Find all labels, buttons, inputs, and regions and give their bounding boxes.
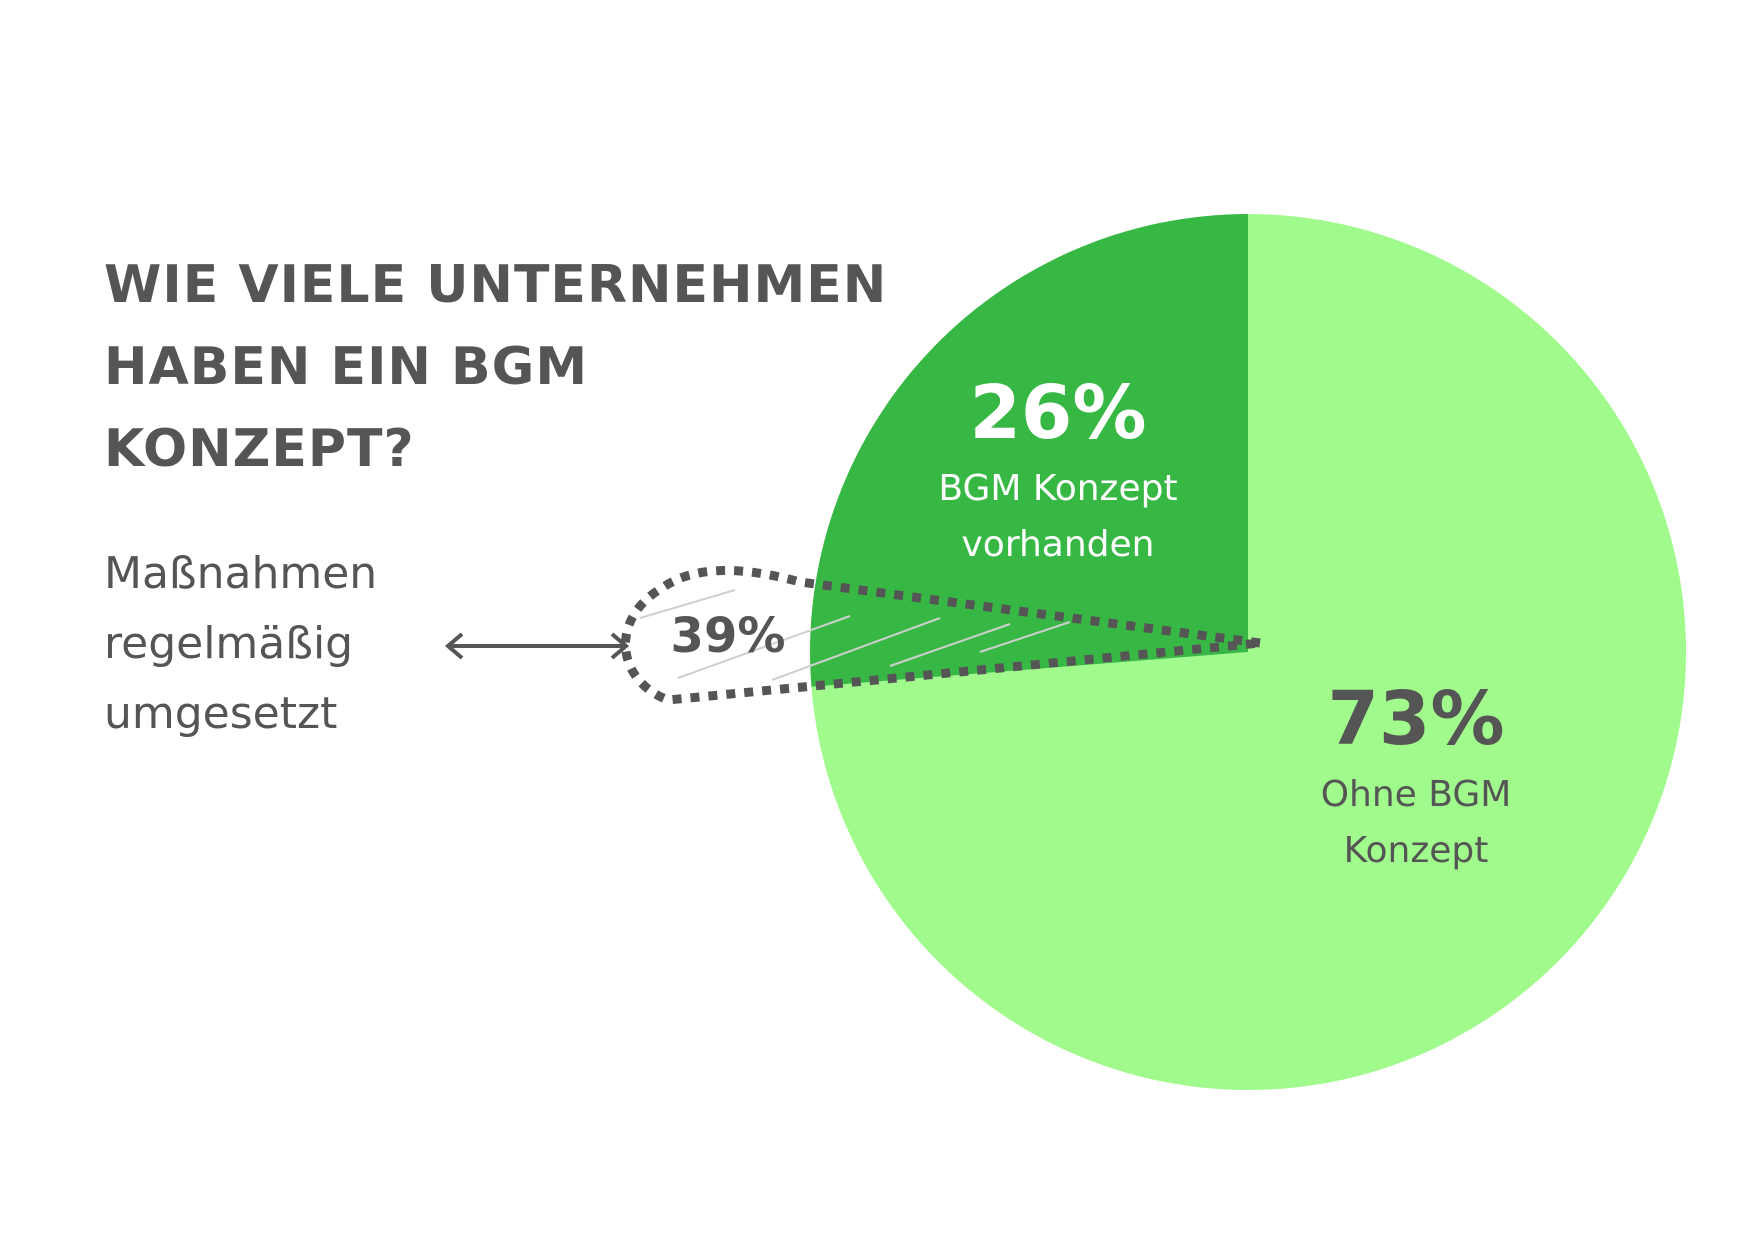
chart-title-line-2: HABEN EIN BGM: [104, 337, 588, 397]
note-line-2: regelmäßig: [104, 618, 353, 669]
sub-slice-hatching: [639, 589, 1071, 681]
chart-title-line-1: WIE VIELE UNTERNEHMEN: [104, 255, 887, 315]
slice-value-ohne-bgm: 73%: [1327, 676, 1504, 762]
slice-label-bgm-vorhanden-1: BGM Konzept: [938, 468, 1177, 509]
slice-label-bgm-vorhanden-2: vorhanden: [961, 524, 1154, 565]
pie-slice-ohne-bgm: [811, 214, 1687, 1090]
chart-title-line-3: KONZEPT?: [104, 419, 415, 479]
slice-value-bgm-vorhanden: 26%: [969, 370, 1146, 456]
sub-slice-arrow: [444, 632, 630, 660]
sub-slice-value: 39%: [671, 608, 786, 664]
note-line-3: umgesetzt: [104, 688, 337, 739]
slice-label-ohne-bgm-1: Ohne BGM: [1321, 774, 1512, 815]
pie-slice-bgm-vorhanden: [810, 214, 1248, 687]
slice-label-ohne-bgm-2: Konzept: [1344, 830, 1489, 871]
note-line-1: Maßnahmen: [104, 548, 377, 599]
